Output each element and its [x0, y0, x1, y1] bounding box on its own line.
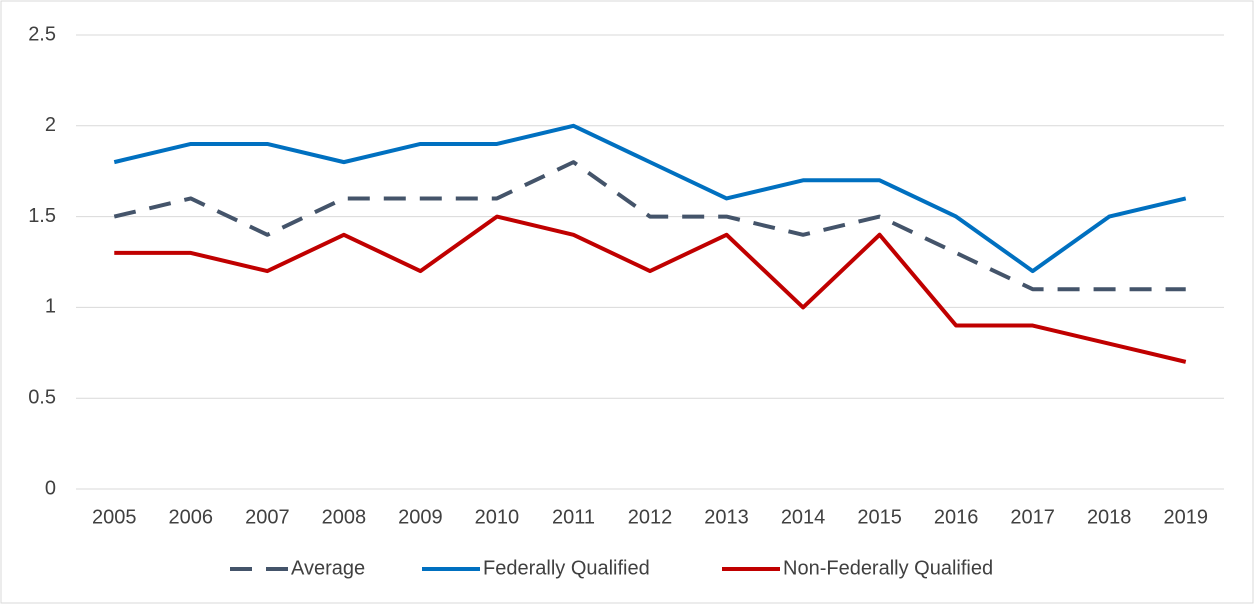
x-tick-label: 2012 — [628, 506, 673, 528]
y-tick-label: 1.5 — [28, 205, 56, 227]
y-tick-label: 2 — [45, 114, 56, 136]
y-tick-label: 2.5 — [28, 23, 56, 45]
x-tick-label: 2005 — [92, 506, 137, 528]
x-tick-label: 2017 — [1010, 506, 1055, 528]
x-tick-label: 2006 — [169, 506, 214, 528]
y-tick-label: 0 — [45, 477, 56, 499]
series-line — [114, 214, 1187, 364]
x-tick-label: 2007 — [245, 506, 290, 528]
x-tick-label: 2009 — [398, 506, 443, 528]
x-tick-label: 2014 — [781, 506, 826, 528]
legend-label: Non-Federally Qualified — [783, 557, 993, 579]
x-tick-label: 2013 — [704, 506, 749, 528]
x-tick-label: 2008 — [322, 506, 367, 528]
y-tick-label: 0.5 — [28, 386, 56, 408]
legend-label: Average — [291, 557, 365, 579]
y-tick-label: 1 — [45, 296, 56, 318]
x-tick-label: 2011 — [552, 506, 595, 528]
x-tick-label: 2016 — [934, 506, 979, 528]
series-line — [113, 160, 1186, 292]
x-tick-label: 2015 — [857, 506, 902, 528]
legend-label: Federally Qualified — [483, 557, 650, 579]
x-tick-label: 2018 — [1087, 506, 1132, 528]
series-line — [113, 123, 1187, 274]
x-tick-label: 2010 — [475, 506, 520, 528]
x-tick-label: 2019 — [1163, 506, 1208, 528]
